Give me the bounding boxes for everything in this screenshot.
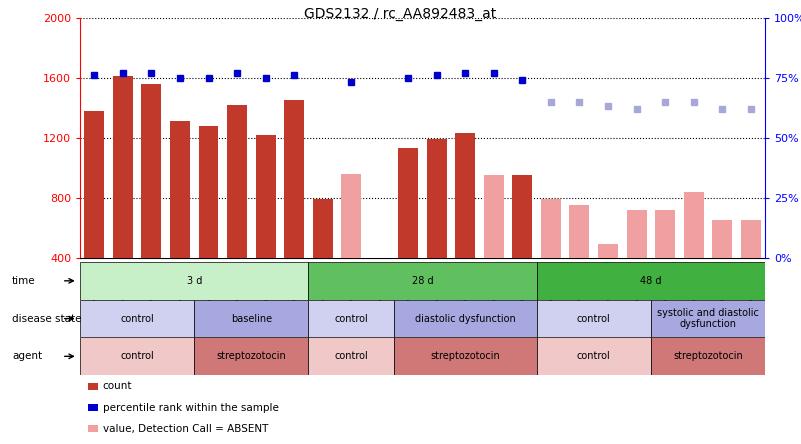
Text: control: control: [334, 313, 368, 324]
Bar: [84, 111, 104, 258]
Bar: [394, 337, 537, 375]
Text: control: control: [120, 351, 154, 361]
Text: agent: agent: [12, 351, 42, 361]
Text: streptozotocin: streptozotocin: [430, 351, 500, 361]
Bar: [683, 192, 703, 258]
Text: control: control: [120, 313, 154, 324]
Bar: [199, 126, 219, 258]
Bar: [513, 175, 533, 258]
Bar: [308, 300, 394, 337]
Bar: [312, 199, 332, 258]
Bar: [537, 337, 650, 375]
Bar: [650, 337, 765, 375]
Bar: [227, 105, 247, 258]
Text: GDS2132 / rc_AA892483_at: GDS2132 / rc_AA892483_at: [304, 7, 497, 21]
Bar: [170, 121, 190, 258]
Bar: [195, 337, 308, 375]
Bar: [455, 133, 475, 258]
Bar: [712, 220, 732, 258]
Text: control: control: [334, 351, 368, 361]
Text: 48 d: 48 d: [640, 276, 662, 286]
Bar: [308, 262, 537, 300]
Bar: [537, 262, 765, 300]
Text: 28 d: 28 d: [412, 276, 433, 286]
Text: control: control: [577, 313, 610, 324]
Text: value, Detection Call = ABSENT: value, Detection Call = ABSENT: [103, 424, 268, 434]
Bar: [284, 100, 304, 258]
Bar: [626, 210, 646, 258]
Bar: [308, 337, 394, 375]
Bar: [195, 300, 308, 337]
Bar: [537, 300, 650, 337]
Text: systolic and diastolic
dysfunction: systolic and diastolic dysfunction: [657, 308, 759, 329]
Bar: [142, 84, 162, 258]
Text: baseline: baseline: [231, 313, 272, 324]
Text: 3 d: 3 d: [187, 276, 202, 286]
Bar: [80, 300, 195, 337]
Text: count: count: [103, 381, 132, 391]
Text: disease state: disease state: [12, 313, 82, 324]
Bar: [80, 337, 195, 375]
Text: streptozotocin: streptozotocin: [216, 351, 286, 361]
Text: time: time: [12, 276, 35, 286]
Bar: [484, 175, 504, 258]
Bar: [741, 220, 761, 258]
Bar: [598, 244, 618, 258]
Bar: [398, 148, 418, 258]
Text: control: control: [577, 351, 610, 361]
Bar: [655, 210, 675, 258]
Bar: [394, 300, 537, 337]
Bar: [113, 76, 133, 258]
Bar: [80, 262, 308, 300]
Text: percentile rank within the sample: percentile rank within the sample: [103, 403, 279, 412]
Bar: [256, 135, 276, 258]
Bar: [341, 174, 361, 258]
Bar: [570, 205, 590, 258]
Text: diastolic dysfunction: diastolic dysfunction: [415, 313, 516, 324]
Bar: [427, 139, 447, 258]
Bar: [650, 300, 765, 337]
Bar: [541, 199, 561, 258]
Text: streptozotocin: streptozotocin: [673, 351, 743, 361]
